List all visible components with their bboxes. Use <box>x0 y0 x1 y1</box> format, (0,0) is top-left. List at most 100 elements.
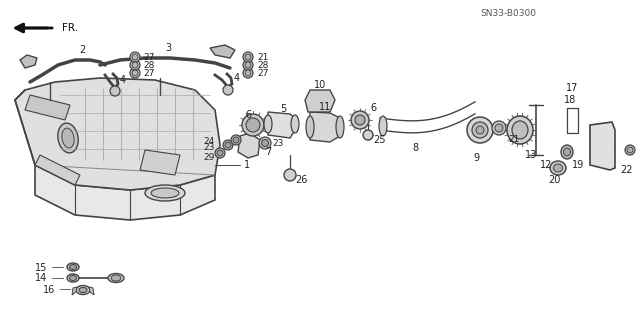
Text: 26: 26 <box>295 175 307 185</box>
Text: 3: 3 <box>165 43 171 53</box>
Text: 15: 15 <box>35 263 47 273</box>
Text: 27: 27 <box>143 69 154 78</box>
Text: 25: 25 <box>373 135 385 145</box>
Ellipse shape <box>291 115 299 133</box>
Ellipse shape <box>58 123 78 153</box>
Text: 21: 21 <box>508 136 520 145</box>
Text: 17: 17 <box>566 83 578 93</box>
Ellipse shape <box>151 188 179 198</box>
Ellipse shape <box>306 116 314 138</box>
Circle shape <box>110 86 120 96</box>
Ellipse shape <box>145 185 185 201</box>
Ellipse shape <box>563 148 570 156</box>
Ellipse shape <box>70 276 77 280</box>
Polygon shape <box>310 112 340 142</box>
Circle shape <box>262 139 269 146</box>
Text: 7: 7 <box>265 147 271 157</box>
Circle shape <box>132 70 138 76</box>
Text: 19: 19 <box>572 160 584 170</box>
Text: 14: 14 <box>35 273 47 283</box>
Text: 23: 23 <box>204 143 215 152</box>
Text: 6: 6 <box>370 103 376 113</box>
Circle shape <box>132 62 138 68</box>
Text: 23: 23 <box>272 138 284 147</box>
Circle shape <box>363 130 373 140</box>
Polygon shape <box>268 112 295 138</box>
Polygon shape <box>15 78 220 190</box>
Text: 28: 28 <box>143 61 154 70</box>
Text: 11: 11 <box>319 102 331 112</box>
Ellipse shape <box>554 164 563 172</box>
Ellipse shape <box>467 117 493 143</box>
Ellipse shape <box>67 263 79 271</box>
Text: 13: 13 <box>525 150 537 160</box>
Ellipse shape <box>336 116 344 138</box>
Text: 10: 10 <box>314 80 326 90</box>
Circle shape <box>243 52 253 62</box>
Text: 28: 28 <box>257 61 268 70</box>
Circle shape <box>246 118 260 132</box>
Text: 24: 24 <box>204 137 215 145</box>
Text: FR.: FR. <box>62 23 78 33</box>
Polygon shape <box>210 45 235 58</box>
Ellipse shape <box>62 128 74 148</box>
Polygon shape <box>590 122 615 170</box>
Polygon shape <box>25 95 70 120</box>
Text: 16: 16 <box>43 285 55 295</box>
Polygon shape <box>20 55 37 68</box>
Text: 9: 9 <box>473 153 479 163</box>
Circle shape <box>627 147 633 153</box>
Circle shape <box>130 68 140 78</box>
Text: 12: 12 <box>540 160 552 170</box>
Circle shape <box>355 115 365 125</box>
Polygon shape <box>35 165 215 220</box>
Circle shape <box>217 150 223 156</box>
Ellipse shape <box>507 116 533 144</box>
Text: 21: 21 <box>257 53 268 62</box>
Circle shape <box>243 68 253 78</box>
Circle shape <box>259 137 271 149</box>
Circle shape <box>223 140 233 150</box>
Circle shape <box>225 142 231 148</box>
Circle shape <box>495 124 503 132</box>
Text: 1: 1 <box>244 160 250 170</box>
Ellipse shape <box>111 275 121 281</box>
Circle shape <box>130 52 140 62</box>
Circle shape <box>215 148 225 158</box>
Text: 5: 5 <box>280 104 286 114</box>
Text: 2: 2 <box>79 45 85 55</box>
Ellipse shape <box>561 145 573 159</box>
Ellipse shape <box>379 116 387 136</box>
Circle shape <box>351 111 369 129</box>
Text: 27: 27 <box>143 53 154 62</box>
Circle shape <box>625 145 635 155</box>
Polygon shape <box>140 150 180 175</box>
Polygon shape <box>89 287 94 295</box>
Polygon shape <box>305 90 335 112</box>
Text: 8: 8 <box>412 143 418 153</box>
Ellipse shape <box>76 286 90 294</box>
Polygon shape <box>72 287 77 295</box>
Polygon shape <box>35 155 80 185</box>
Text: 18: 18 <box>564 95 576 105</box>
Circle shape <box>130 60 140 70</box>
Circle shape <box>245 54 251 60</box>
Circle shape <box>284 169 296 181</box>
Ellipse shape <box>70 264 77 270</box>
Ellipse shape <box>476 126 484 134</box>
Polygon shape <box>238 133 260 158</box>
Text: SN33-B0300: SN33-B0300 <box>480 10 536 19</box>
Text: 4: 4 <box>120 75 126 85</box>
Text: 6: 6 <box>245 110 251 120</box>
Circle shape <box>245 70 251 76</box>
Circle shape <box>243 60 253 70</box>
Text: 27: 27 <box>257 69 268 78</box>
Ellipse shape <box>108 273 124 283</box>
Ellipse shape <box>512 121 528 139</box>
Circle shape <box>132 54 138 60</box>
Ellipse shape <box>264 115 272 133</box>
Ellipse shape <box>79 287 87 293</box>
Circle shape <box>492 121 506 135</box>
Text: 22: 22 <box>620 165 632 175</box>
Ellipse shape <box>550 161 566 175</box>
